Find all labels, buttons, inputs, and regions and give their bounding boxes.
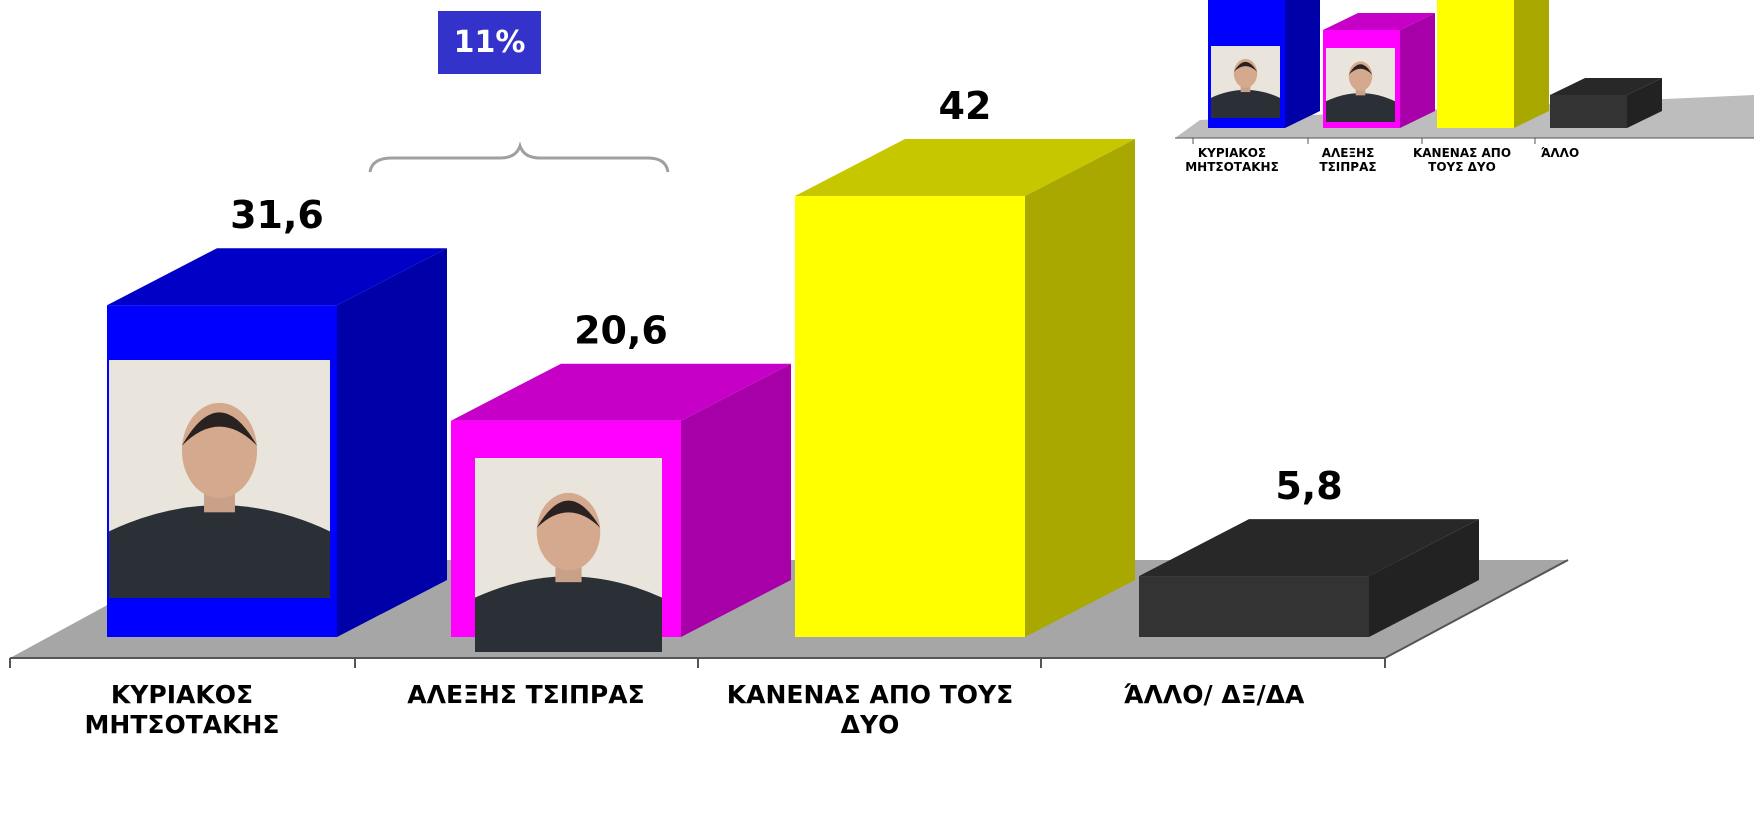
value-label: 31,6 xyxy=(230,193,324,237)
value-label: 5,8 xyxy=(1275,464,1342,508)
inset-x-tick-label: ΑΛΕΞΗΣ ΤΣΙΠΡΑΣ xyxy=(1319,146,1377,174)
photo-body xyxy=(1211,89,1280,118)
inset-bar-side xyxy=(1514,0,1549,128)
brace xyxy=(368,141,670,173)
inset-bar xyxy=(1437,0,1514,128)
inset-x-tick-label: ΚΥΡΙΑΚΟΣ ΜΗΤΣΟΤΑΚΗΣ xyxy=(1185,146,1279,174)
inset-x-tick-label: ΚΑΝΕΝΑΣ ΑΠΟ ΤΟΥΣ ΔΥΟ xyxy=(1412,146,1512,174)
photo-hair xyxy=(1233,61,1258,72)
photo-body xyxy=(109,505,330,598)
inset-bar-top xyxy=(1323,13,1435,30)
bar-side xyxy=(1369,519,1479,637)
value-label: 42 xyxy=(939,84,992,128)
photo-body xyxy=(475,576,662,652)
annotation: 11% xyxy=(438,11,541,74)
photo-body xyxy=(1326,93,1395,122)
bar-top xyxy=(451,363,791,421)
bar-side xyxy=(1025,139,1135,637)
photo-hair xyxy=(536,500,601,528)
floor-edge xyxy=(1384,559,1569,659)
photo-hair xyxy=(181,412,258,446)
x-tick-label: ΚΑΝΕΝΑΣ ΑΠΟ ΤΟΥΣ ΔΥΟ xyxy=(726,680,1014,739)
inset-x-tick-label: ΆΛΛΟ xyxy=(1540,146,1580,160)
value-label: 20,6 xyxy=(574,309,668,353)
inset-chart: ΚΥΡΙΑΚΟΣ ΜΗΤΣΟΤΑΚΗΣ ΑΛΕΞΗΣ ΤΣΙΠΡΑΣ ΚΑΝΕΝΑΣ… xyxy=(1175,0,1754,200)
bar xyxy=(795,196,1025,637)
x-tick-label: ΆΛΛΟ/ ΔΞ/ΔΑ xyxy=(1123,680,1305,709)
bar xyxy=(1139,576,1369,637)
inset-bar xyxy=(1550,95,1627,128)
inset-bar-side xyxy=(1285,0,1320,128)
bar-side xyxy=(681,363,791,637)
bar-top xyxy=(1139,519,1479,577)
x-tick-label: ΑΛΕΞΗΣ ΤΣΙΠΡΑΣ xyxy=(407,680,645,709)
bar-top xyxy=(795,139,1135,196)
x-tick-label: ΚΥΡΙΑΚΟΣ ΜΗΤΣΟΤΑΚΗΣ xyxy=(84,680,280,739)
photo-hair xyxy=(1348,64,1373,75)
inset-svg xyxy=(1175,0,1754,144)
inset-bar-top xyxy=(1550,78,1662,95)
inset-bar-side xyxy=(1627,78,1662,128)
inset-bar-side xyxy=(1400,13,1435,128)
bar-side xyxy=(337,248,447,637)
bar-top xyxy=(107,248,447,306)
